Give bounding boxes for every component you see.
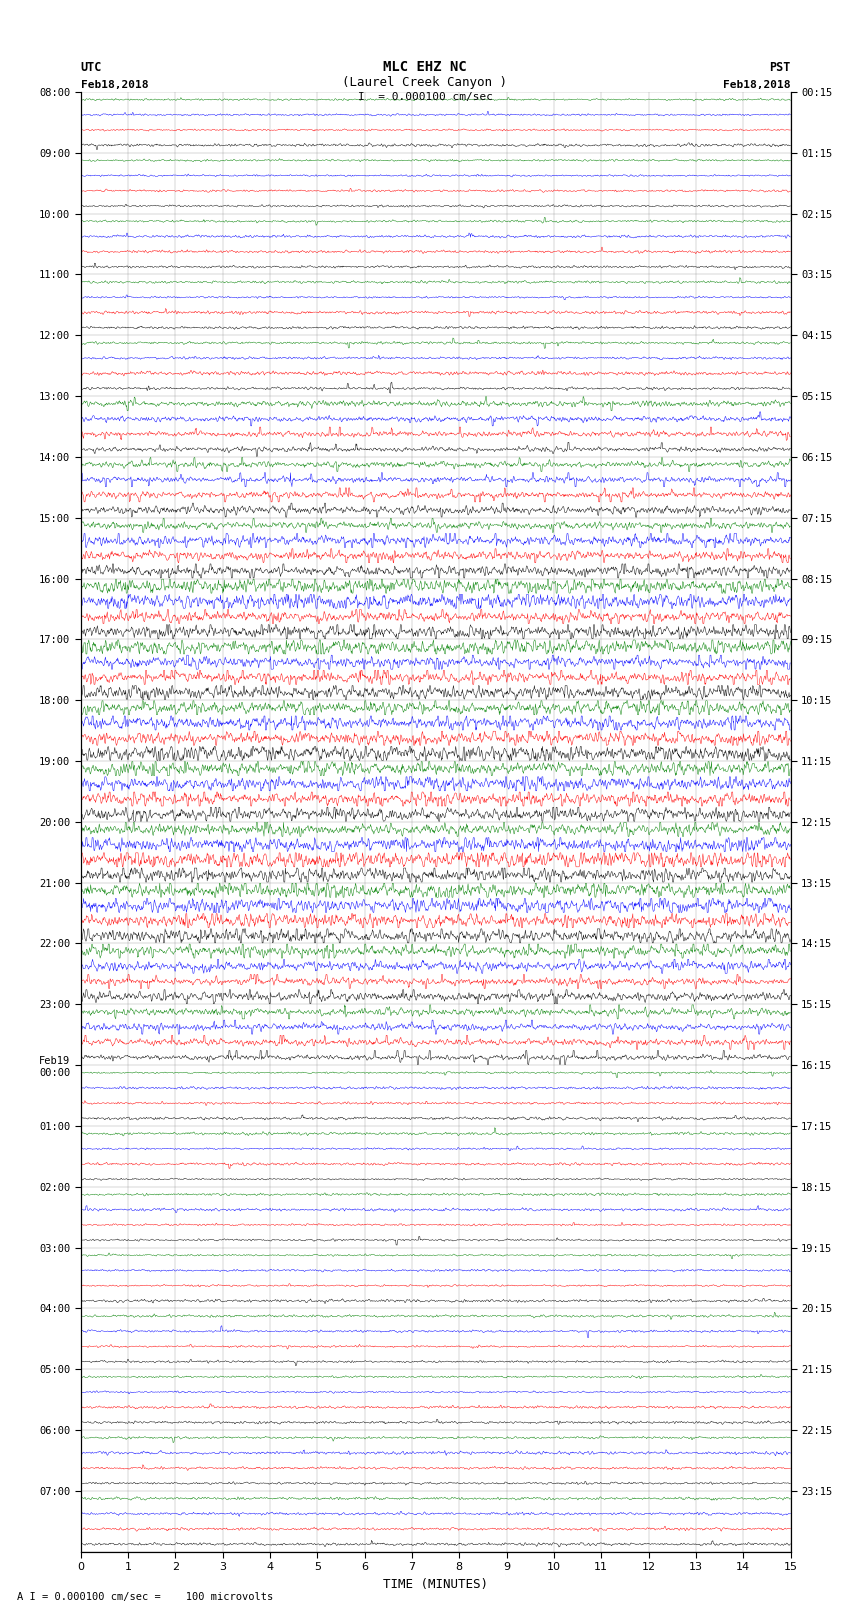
Text: (Laurel Creek Canyon ): (Laurel Creek Canyon ) xyxy=(343,76,507,89)
Text: PST: PST xyxy=(769,61,790,74)
Text: UTC: UTC xyxy=(81,61,102,74)
X-axis label: TIME (MINUTES): TIME (MINUTES) xyxy=(383,1578,488,1590)
Text: Feb18,2018: Feb18,2018 xyxy=(723,81,791,90)
Text: A I = 0.000100 cm/sec =    100 microvolts: A I = 0.000100 cm/sec = 100 microvolts xyxy=(17,1592,273,1602)
Text: Feb18,2018: Feb18,2018 xyxy=(81,81,148,90)
Text: I  = 0.000100 cm/sec: I = 0.000100 cm/sec xyxy=(358,92,492,102)
Text: MLC EHZ NC: MLC EHZ NC xyxy=(383,60,467,74)
